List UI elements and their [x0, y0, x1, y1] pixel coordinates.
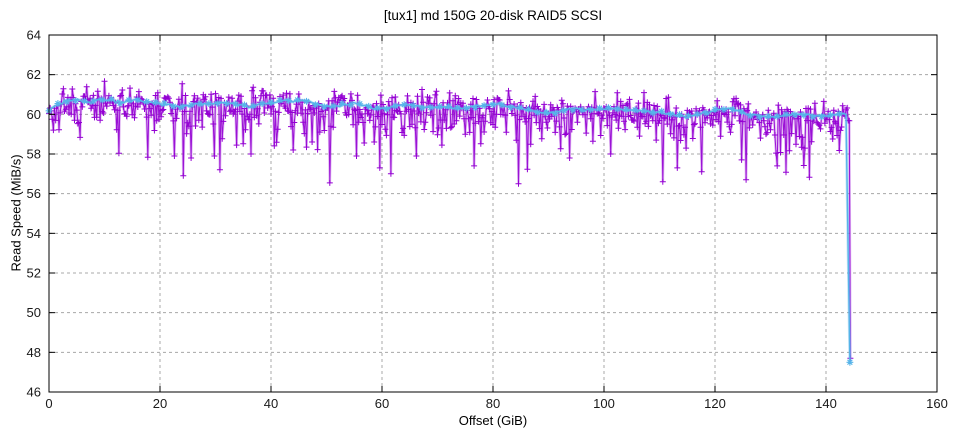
x-tick-label: 140 — [815, 396, 837, 411]
y-tick-label: 46 — [27, 385, 41, 400]
x-tick-label: 40 — [264, 396, 278, 411]
y-tick-label: 58 — [27, 147, 41, 162]
smoothed-series-halo — [47, 96, 852, 363]
x-tick-label: 160 — [926, 396, 948, 411]
smoothed-series-line — [48, 97, 851, 363]
y-tick-label: 56 — [27, 186, 41, 201]
x-tick-label: 100 — [593, 396, 615, 411]
y-tick-label: 64 — [27, 28, 41, 43]
raw-series-halo — [47, 81, 852, 359]
smoothed-series-asterisk-markers — [45, 95, 854, 366]
y-tick-label: 48 — [27, 345, 41, 360]
chart-title: [tux1] md 150G 20-disk RAID5 SCSI — [383, 8, 603, 23]
y-tick-label: 62 — [27, 67, 41, 82]
y-tick-label: 52 — [27, 266, 41, 281]
y-axis-label: Read Speed (MiB/s) — [8, 154, 24, 272]
x-tick-label: 80 — [486, 396, 500, 411]
x-axis-label: Offset (GiB) — [458, 413, 528, 428]
x-tick-label: 60 — [375, 396, 389, 411]
x-tick-label: 0 — [45, 396, 52, 411]
x-tick-label: 20 — [153, 396, 167, 411]
x-tick-label: 120 — [704, 396, 726, 411]
y-tick-label: 54 — [27, 226, 41, 241]
y-tick-label: 60 — [27, 107, 41, 122]
y-tick-label: 50 — [27, 305, 41, 320]
